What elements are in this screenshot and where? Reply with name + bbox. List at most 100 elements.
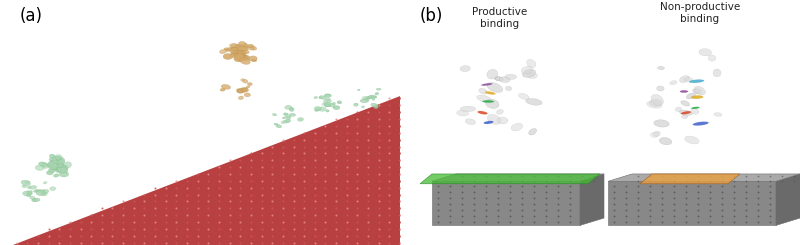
Ellipse shape <box>479 88 487 94</box>
Ellipse shape <box>366 96 372 99</box>
Ellipse shape <box>27 186 31 189</box>
Ellipse shape <box>235 56 242 61</box>
Ellipse shape <box>242 55 250 61</box>
Ellipse shape <box>499 77 510 83</box>
Ellipse shape <box>693 122 709 126</box>
Ellipse shape <box>58 159 65 165</box>
Ellipse shape <box>38 162 48 167</box>
Ellipse shape <box>35 165 45 171</box>
Ellipse shape <box>238 41 246 47</box>
Ellipse shape <box>691 107 700 109</box>
Ellipse shape <box>230 44 238 48</box>
Ellipse shape <box>236 50 246 58</box>
Ellipse shape <box>234 54 244 62</box>
Ellipse shape <box>526 98 542 105</box>
Ellipse shape <box>58 165 66 170</box>
Ellipse shape <box>481 83 493 86</box>
Ellipse shape <box>650 132 659 137</box>
Ellipse shape <box>362 97 368 100</box>
Ellipse shape <box>460 106 476 112</box>
Ellipse shape <box>487 114 501 124</box>
Ellipse shape <box>50 163 59 168</box>
Ellipse shape <box>681 101 690 106</box>
Ellipse shape <box>318 97 322 99</box>
Ellipse shape <box>328 105 330 107</box>
Ellipse shape <box>240 87 247 92</box>
Ellipse shape <box>518 93 529 99</box>
Ellipse shape <box>233 52 238 55</box>
Ellipse shape <box>494 77 502 81</box>
Ellipse shape <box>244 93 250 97</box>
Ellipse shape <box>47 162 58 169</box>
Ellipse shape <box>50 163 61 170</box>
Ellipse shape <box>242 79 248 83</box>
Ellipse shape <box>681 111 691 114</box>
Ellipse shape <box>365 97 370 101</box>
Ellipse shape <box>249 56 257 61</box>
Ellipse shape <box>689 79 704 83</box>
Ellipse shape <box>42 163 49 168</box>
Ellipse shape <box>226 47 233 51</box>
Ellipse shape <box>237 46 248 52</box>
Ellipse shape <box>42 189 49 194</box>
Ellipse shape <box>511 123 522 131</box>
Ellipse shape <box>50 163 60 170</box>
Ellipse shape <box>27 191 32 194</box>
Ellipse shape <box>25 181 30 184</box>
Ellipse shape <box>325 94 331 98</box>
Ellipse shape <box>486 99 499 109</box>
Ellipse shape <box>326 98 330 101</box>
Ellipse shape <box>487 83 502 92</box>
Ellipse shape <box>58 167 67 173</box>
Ellipse shape <box>651 94 663 106</box>
Ellipse shape <box>238 55 248 59</box>
Ellipse shape <box>325 104 329 107</box>
Ellipse shape <box>684 78 693 81</box>
Ellipse shape <box>46 171 53 175</box>
Ellipse shape <box>247 45 254 50</box>
Ellipse shape <box>362 106 365 108</box>
Ellipse shape <box>243 88 247 91</box>
Ellipse shape <box>223 54 233 60</box>
Ellipse shape <box>290 108 294 111</box>
Ellipse shape <box>36 190 45 196</box>
Ellipse shape <box>58 164 63 168</box>
Ellipse shape <box>34 190 38 192</box>
Ellipse shape <box>529 129 537 135</box>
Ellipse shape <box>521 66 533 74</box>
Ellipse shape <box>230 53 238 58</box>
Ellipse shape <box>657 86 664 91</box>
Ellipse shape <box>222 85 230 89</box>
Ellipse shape <box>314 97 318 98</box>
Text: Productive
binding: Productive binding <box>472 7 528 29</box>
Ellipse shape <box>497 110 503 114</box>
Text: (b): (b) <box>420 7 443 25</box>
Text: (a): (a) <box>20 7 43 25</box>
Ellipse shape <box>694 86 706 95</box>
Ellipse shape <box>52 161 63 169</box>
Ellipse shape <box>50 169 54 173</box>
Ellipse shape <box>242 88 249 92</box>
Ellipse shape <box>495 77 503 81</box>
Ellipse shape <box>679 110 692 115</box>
Ellipse shape <box>236 88 242 92</box>
Ellipse shape <box>283 120 289 123</box>
Ellipse shape <box>38 190 45 193</box>
Ellipse shape <box>286 116 291 119</box>
Ellipse shape <box>691 95 703 99</box>
Text: Non-productive
binding: Non-productive binding <box>660 2 740 24</box>
Ellipse shape <box>247 83 252 86</box>
Ellipse shape <box>236 52 242 56</box>
Ellipse shape <box>30 185 37 189</box>
Ellipse shape <box>326 110 329 112</box>
Polygon shape <box>420 174 600 184</box>
Ellipse shape <box>487 69 498 79</box>
Ellipse shape <box>358 89 360 91</box>
Ellipse shape <box>465 119 475 125</box>
Polygon shape <box>608 181 776 225</box>
Ellipse shape <box>505 74 517 80</box>
Ellipse shape <box>54 155 62 160</box>
Ellipse shape <box>50 187 56 191</box>
Ellipse shape <box>373 96 377 98</box>
Ellipse shape <box>237 55 245 60</box>
